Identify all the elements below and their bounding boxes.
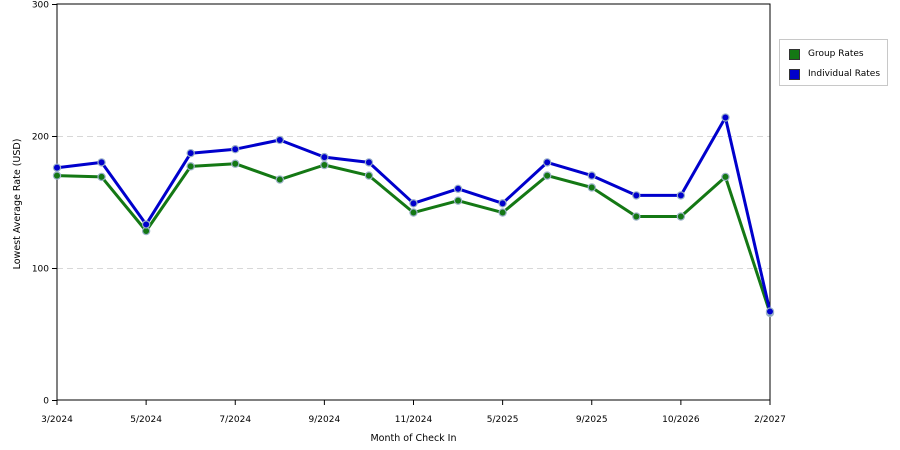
legend-swatch-individual-rates: [789, 68, 800, 80]
data-point-individual-rates: [52, 163, 62, 172]
data-point-group-rates: [587, 183, 596, 192]
data-point-individual-rates: [364, 158, 374, 167]
data-point-group-rates: [231, 159, 240, 168]
data-point-individual-rates: [542, 158, 552, 167]
data-point-individual-rates: [721, 113, 730, 122]
data-point-group-rates: [320, 160, 329, 170]
data-point-group-rates: [409, 208, 418, 217]
legend-item-group-rates: Group Rates: [789, 47, 864, 61]
data-point-group-rates: [676, 212, 686, 221]
data-point-individual-rates: [676, 191, 686, 200]
y-tick-label: 100: [32, 265, 49, 275]
y-tick-label: 300: [32, 1, 49, 11]
legend-label-individual-rates: Individual Rates: [808, 69, 881, 79]
data-point-group-rates: [498, 208, 507, 217]
data-point-group-rates: [275, 175, 285, 184]
data-point-individual-rates: [141, 220, 151, 229]
data-point-individual-rates: [275, 135, 285, 145]
tick-labels: 0 100 200 300 3/2024 5/2024 7/2024 9/2024 11/202…: [32, 1, 786, 426]
data-point-group-rates: [186, 162, 195, 171]
x-tick-label: 5/2024: [130, 415, 162, 425]
data-point-group-rates: [542, 171, 552, 180]
data-point-group-rates: [721, 172, 730, 182]
data-point-group-rates: [97, 172, 106, 182]
data-point-group-rates: [52, 171, 62, 180]
x-tick-label: 5/2025: [487, 415, 519, 425]
data-point-individual-rates: [97, 158, 106, 167]
x-tick-label: 9/2024: [309, 415, 341, 425]
data-point-individual-rates: [453, 184, 463, 193]
x-tick-label: 10/2026: [662, 415, 700, 425]
data-point-individual-rates: [632, 191, 641, 200]
y-tick-label: 200: [32, 133, 49, 143]
data-point-individual-rates: [409, 199, 418, 208]
x-axis-title: Month of Check In: [370, 433, 456, 444]
y-tick-label: 0: [43, 397, 49, 407]
x-tick-label: 7/2024: [219, 415, 251, 425]
axes: [52, 3, 771, 405]
y-axis-title: Lowest Average Rate (USD): [12, 139, 23, 270]
data-point-individual-rates: [186, 148, 195, 158]
data-point-individual-rates: [765, 307, 775, 316]
data-point-group-rates: [364, 171, 374, 180]
data-point-individual-rates: [587, 171, 596, 180]
series-lines: [52, 113, 775, 318]
x-tick-label: 9/2025: [576, 415, 608, 425]
x-tick-label: 3/2024: [41, 415, 73, 425]
data-point-individual-rates: [498, 199, 507, 208]
x-tick-label: 11/2024: [395, 415, 433, 425]
data-point-individual-rates: [231, 144, 240, 154]
legend-swatch-group-rates: [789, 48, 800, 60]
data-point-group-rates: [453, 196, 463, 205]
grid-lines: [57, 136, 770, 269]
x-tick-label: 2/2027: [754, 415, 786, 425]
data-point-individual-rates: [320, 152, 329, 162]
legend-label-group-rates: Group Rates: [808, 49, 864, 59]
series-line-group-rates: [56, 162, 772, 314]
data-point-group-rates: [632, 212, 641, 221]
legend-item-individual-rates: Individual Rates: [789, 67, 880, 81]
legend: Group Rates Individual Rates: [779, 39, 888, 86]
